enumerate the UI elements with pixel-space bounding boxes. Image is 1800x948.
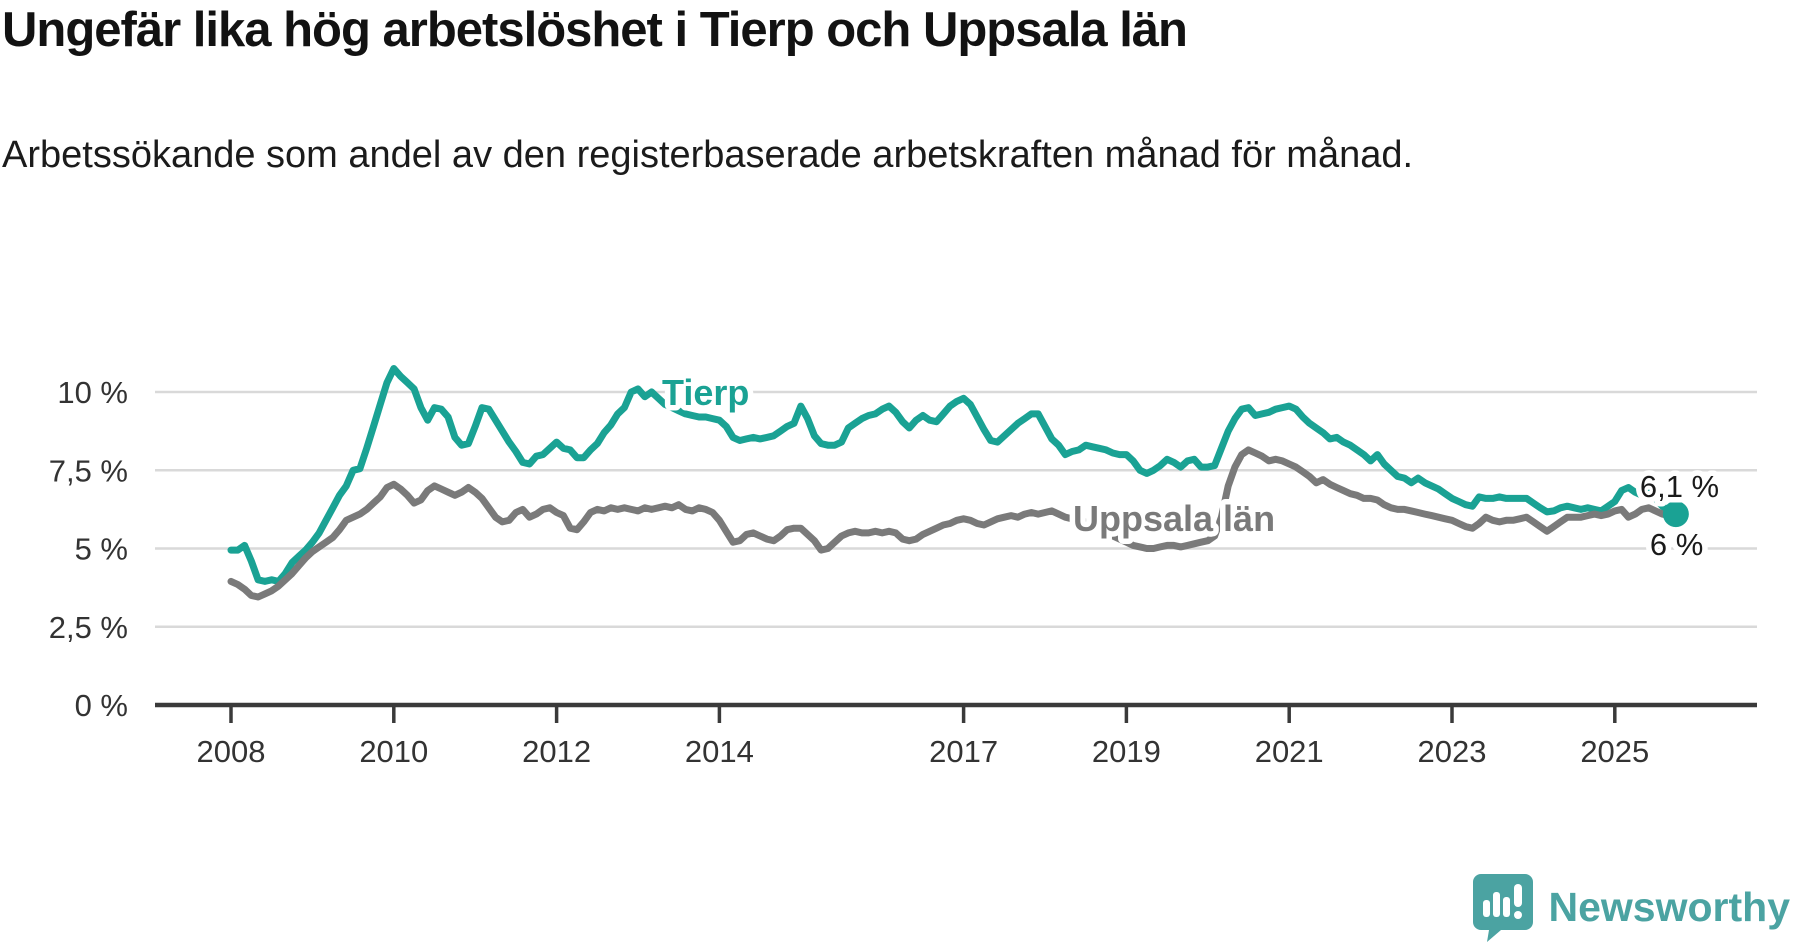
x-axis-label-2025: 2025 xyxy=(1580,734,1649,769)
newsworthy-logo-icon xyxy=(1472,874,1533,942)
x-axis-label-2010: 2010 xyxy=(359,734,428,769)
x-axis-label-2019: 2019 xyxy=(1092,734,1161,769)
uppsala-end-value-label: 6 % xyxy=(1650,527,1703,562)
tierp-series-label: Tierp xyxy=(662,372,749,413)
x-axis-label-2008: 2008 xyxy=(197,734,266,769)
y-axis-label-0: 0 % xyxy=(75,688,128,723)
x-axis-label-2017: 2017 xyxy=(929,734,998,769)
x-axis-label-2012: 2012 xyxy=(522,734,591,769)
chart-title: Ungefär lika hög arbetslöshet i Tierp oc… xyxy=(2,3,1188,57)
tierp-end-dot xyxy=(1662,501,1689,528)
tierp-end-value-label: 6,1 % xyxy=(1640,469,1719,504)
chart-subtitle: Arbetssökande som andel av den registerb… xyxy=(2,134,1414,176)
x-axis-label-2014: 2014 xyxy=(685,734,754,769)
y-axis-label-2.5: 2,5 % xyxy=(49,610,128,645)
tierp-line xyxy=(227,365,1680,585)
newsworthy-logo: Newsworthy xyxy=(1471,872,1791,942)
y-axis-label-7.5: 7,5 % xyxy=(49,453,128,488)
y-axis-label-5: 5 % xyxy=(75,532,128,567)
x-axis-label-2023: 2023 xyxy=(1418,734,1487,769)
uppsala-series-label: Uppsala län xyxy=(1073,498,1275,539)
x-axis-label-2021: 2021 xyxy=(1255,734,1324,769)
y-axis-label-10: 10 % xyxy=(57,375,128,410)
uppsala-line xyxy=(227,446,1680,601)
newsworthy-logo-text: Newsworthy xyxy=(1548,883,1791,930)
